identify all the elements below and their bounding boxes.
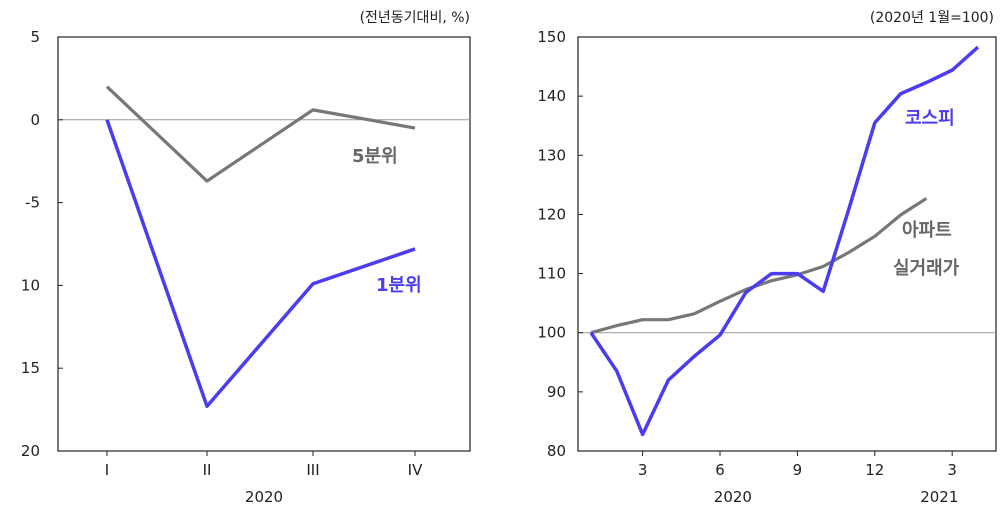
right-y-tick-label: 100 <box>537 324 566 342</box>
right-x-tick-label: 3 <box>947 461 957 479</box>
right-plot-frame <box>577 36 997 452</box>
left-x-group-label: 2020 <box>245 488 283 506</box>
left-y-axis: 5 0 -5 10 15 20 <box>21 28 63 460</box>
left-x-tick-label: IV <box>408 461 423 479</box>
right-series-label-kospi: 코스피 <box>905 108 955 129</box>
right-series-label-apt-line2: 실거래가 <box>893 258 960 279</box>
left-x-tick-label: II <box>203 461 212 479</box>
left-series-label-q5: 5분위 <box>352 146 398 167</box>
left-x-tick-label: III <box>306 461 319 479</box>
right-series-line-kospi <box>589 45 980 437</box>
right-series-label-apt-line1: 아파트 <box>902 220 952 241</box>
right-x-tick-label: 3 <box>638 461 648 479</box>
right-y-tick-label: 150 <box>537 28 566 46</box>
right-x-group-label: 2020 <box>714 488 752 506</box>
left-series-label-q1: 1분위 <box>376 275 422 296</box>
right-series-line-apartment <box>590 197 928 335</box>
right-x-axis: 3 6 9 12 3 <box>638 451 957 479</box>
right-chart: (2020년 1월=100) 80 90 100 110 120 130 140 150 3 6… <box>537 10 997 506</box>
left-unit-label: (전년동기대비, %) <box>360 10 470 26</box>
left-series-group <box>105 85 416 409</box>
right-y-tick-label: 120 <box>537 205 566 223</box>
right-unit-label: (2020년 1월=100) <box>870 10 994 26</box>
left-y-tick-label: 5 <box>30 28 40 46</box>
right-y-tick-label: 110 <box>537 265 566 283</box>
right-y-tick-label: 90 <box>547 383 566 401</box>
left-series-line-q5 <box>105 85 416 183</box>
left-x-axis: I II III IV <box>105 451 423 479</box>
left-y-tick-label: -5 <box>25 194 40 212</box>
right-y-tick-label: 130 <box>537 146 566 164</box>
left-y-tick-label: 0 <box>30 111 40 129</box>
left-y-tick-label: 10 <box>21 276 40 294</box>
right-x-group-labels: 2020 2021 <box>714 488 959 506</box>
left-y-tick-label: 20 <box>21 442 40 460</box>
left-x-tick-label: I <box>105 461 109 479</box>
right-y-axis: 80 90 100 110 120 130 140 150 <box>537 28 583 460</box>
right-x-tick-label: 6 <box>715 461 725 479</box>
right-x-group-label: 2021 <box>920 488 958 506</box>
right-y-tick-label: 140 <box>537 87 566 105</box>
left-series-line-q1 <box>105 119 416 409</box>
left-y-tick-label: 15 <box>21 359 40 377</box>
right-x-tick-label: 9 <box>793 461 803 479</box>
right-y-tick-label: 80 <box>547 442 566 460</box>
left-plot-frame <box>57 36 471 452</box>
right-series-group <box>589 45 980 437</box>
right-x-tick-label: 12 <box>865 461 884 479</box>
